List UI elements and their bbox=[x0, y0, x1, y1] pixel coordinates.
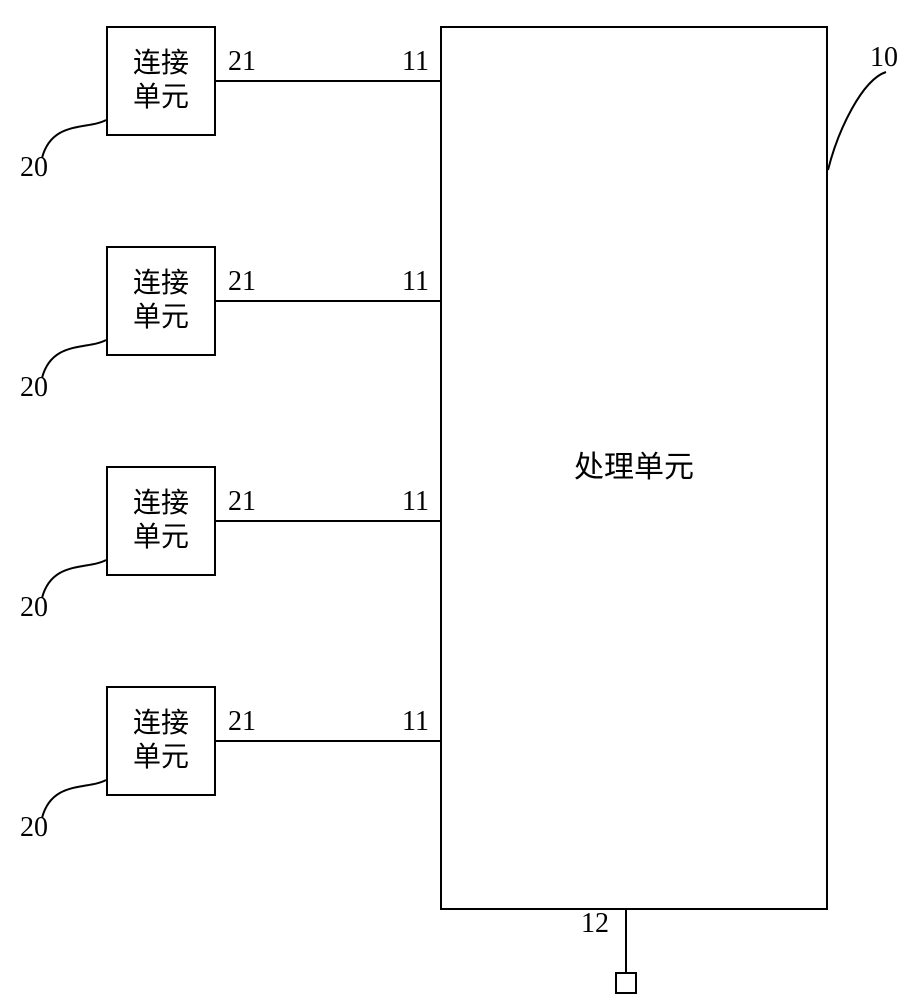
connection-unit-ref: 20 bbox=[20, 812, 48, 844]
bottom-port-line bbox=[625, 910, 627, 972]
connection-unit-lead bbox=[0, 0, 907, 1000]
diagram-canvas: 处理单元 10 连接 单元 21 11 20 连接 单元 21 11 20 连接… bbox=[0, 0, 907, 1000]
port-12: 12 bbox=[581, 908, 609, 940]
bottom-port-terminal bbox=[615, 972, 637, 994]
